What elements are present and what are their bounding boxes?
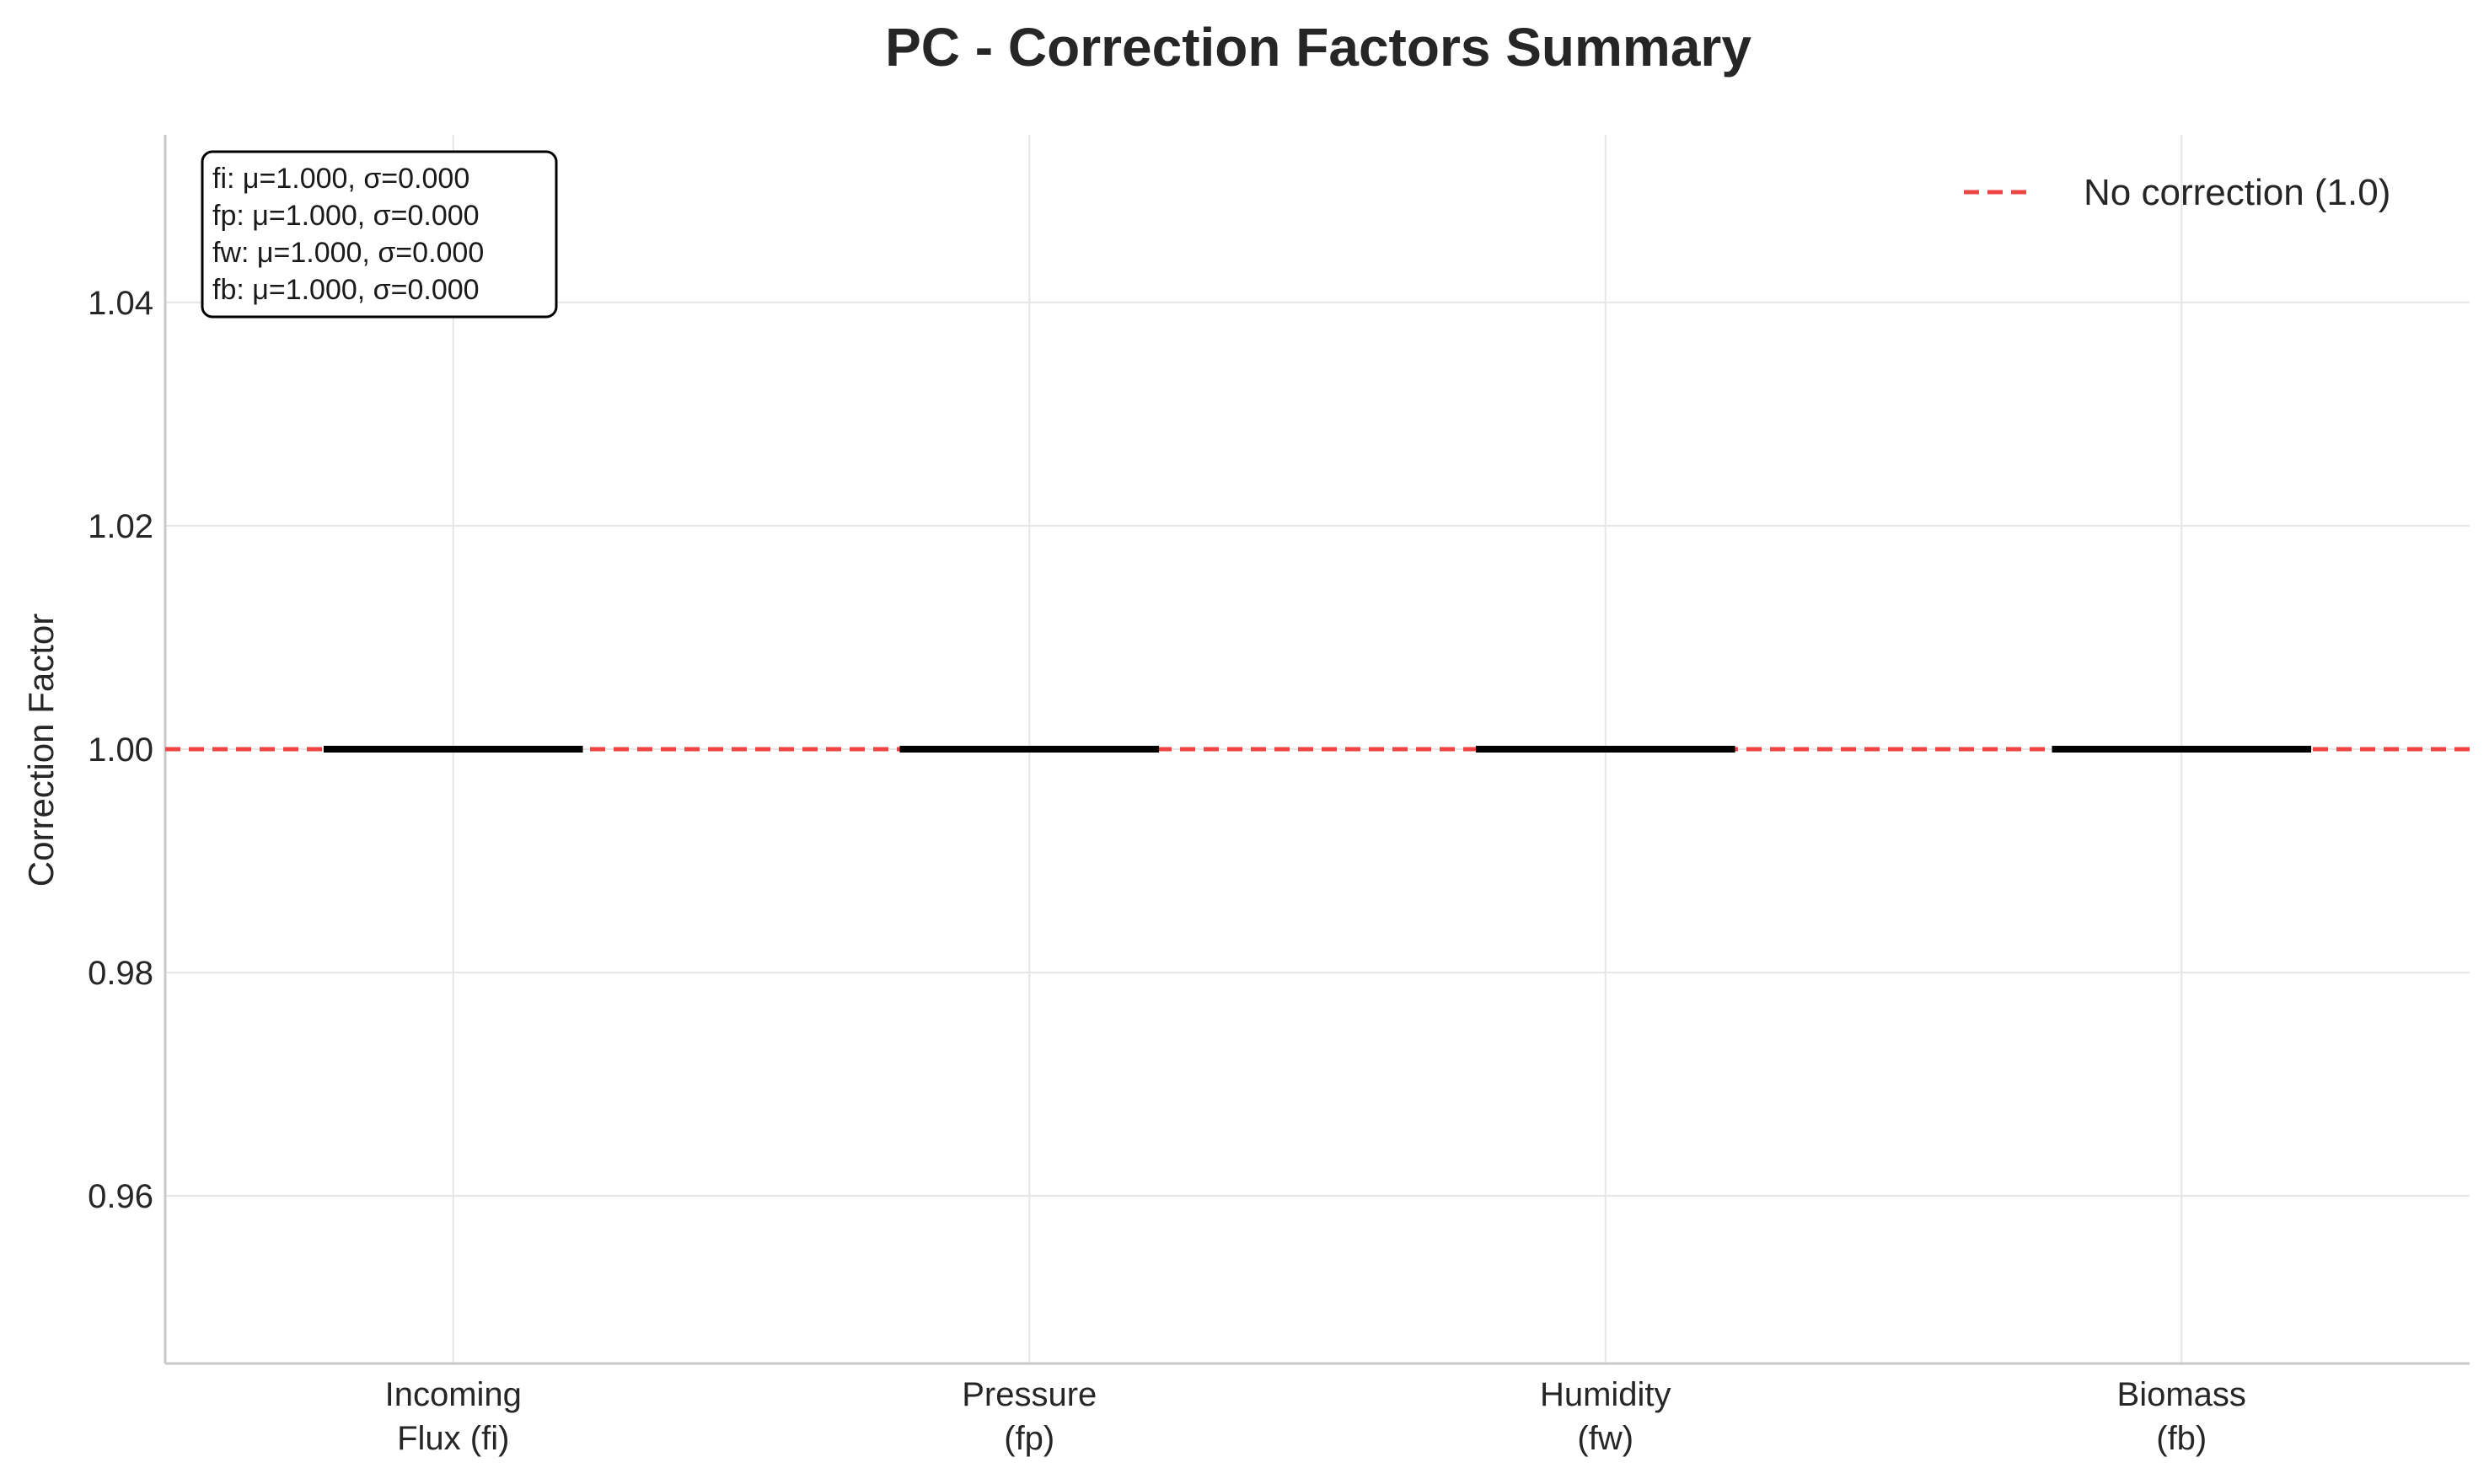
stats-box: fi: μ=1.000, σ=0.000 fp: μ=1.000, σ=0.00…	[201, 150, 558, 319]
x-tick-label-line2: (fb)	[2156, 1420, 2207, 1457]
x-tick-label-line1: Pressure	[962, 1376, 1097, 1413]
x-tick-label-line2: Flux (fi)	[397, 1420, 509, 1457]
x-tick-label-line2: (fp)	[1004, 1420, 1054, 1457]
x-tick-label-line1: Humidity	[1540, 1376, 1671, 1413]
chart-title: PC - Correction Factors Summary	[885, 17, 1751, 78]
y-tick-label: 0.98	[88, 955, 153, 992]
y-tick-label: 1.00	[88, 731, 153, 769]
labels-layer: 0.96 0.98 1.00 1.02 1.04 Incoming Flux (fi) Pre…	[88, 285, 2246, 1457]
y-tick-label: 0.96	[88, 1178, 153, 1215]
x-tick-label-line1: Incoming	[385, 1376, 522, 1413]
y-axis-label: Correction Factor	[21, 613, 61, 887]
stats-line-fp: fp: μ=1.000, σ=0.000	[212, 200, 480, 232]
y-tick-label: 1.02	[88, 508, 153, 545]
x-tick-label-line1: Biomass	[2117, 1376, 2246, 1413]
stats-box-frame	[201, 150, 558, 319]
stats-line-fb: fb: μ=1.000, σ=0.000	[212, 274, 480, 306]
y-tick-label: 1.04	[88, 285, 153, 322]
x-tick-label-line2: (fw)	[1577, 1420, 1633, 1457]
stats-line-fw: fw: μ=1.000, σ=0.000	[212, 237, 484, 269]
legend-label-no-correction: No correction (1.0)	[2084, 172, 2390, 213]
stats-line-fi: fi: μ=1.000, σ=0.000	[212, 163, 469, 195]
legend: No correction (1.0)	[1964, 172, 2390, 213]
